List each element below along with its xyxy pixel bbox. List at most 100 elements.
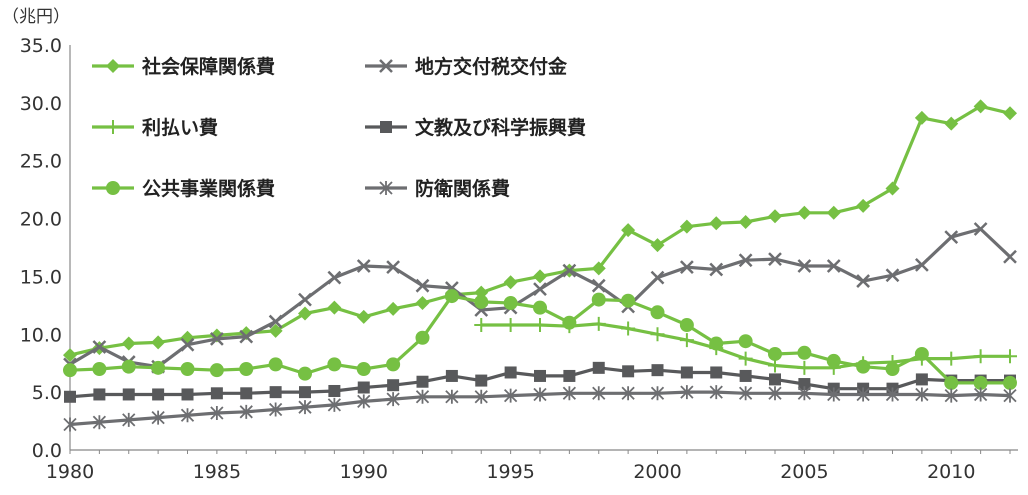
data-point <box>885 387 900 402</box>
unit-label: （兆円） <box>2 7 70 27</box>
data-point <box>386 301 401 316</box>
data-point <box>797 360 812 375</box>
legend-entry: 文教及び科学振興費 <box>365 116 586 139</box>
data-point <box>591 261 606 276</box>
data-point <box>121 359 136 374</box>
data-point <box>591 316 606 331</box>
data-point <box>856 274 871 288</box>
legend-marker <box>106 59 120 73</box>
data-point <box>152 388 165 401</box>
legend-marker <box>379 59 393 73</box>
x-axis: 1980 1985 1990 1995 2000 2005 2010 <box>46 449 1018 483</box>
data-point <box>503 318 518 333</box>
data-point <box>415 389 430 404</box>
data-point <box>298 306 312 321</box>
y-tick-label: 15.0 <box>20 266 62 288</box>
data-point <box>269 386 282 399</box>
data-point <box>973 387 988 402</box>
data-point <box>445 389 459 404</box>
data-point <box>973 375 988 390</box>
data-point <box>474 318 489 333</box>
data-point <box>298 400 312 415</box>
data-point <box>356 362 371 376</box>
data-point <box>885 268 900 283</box>
data-point <box>181 388 194 401</box>
legend-marker <box>380 121 392 133</box>
data-point <box>534 369 546 382</box>
x-tick-label: 2005 <box>780 461 828 483</box>
data-point <box>592 361 605 374</box>
series-4 <box>64 361 1016 403</box>
data-point <box>856 387 870 402</box>
legend-marker <box>106 181 120 195</box>
data-point <box>268 314 283 329</box>
data-point <box>328 384 341 397</box>
data-point <box>209 332 224 346</box>
data-point <box>738 351 753 366</box>
data-point <box>92 415 107 430</box>
data-point <box>709 216 724 231</box>
data-point <box>122 388 135 401</box>
data-point <box>915 387 929 402</box>
series-6 <box>63 385 1017 432</box>
data-point <box>268 402 283 417</box>
data-point <box>973 349 988 364</box>
data-point <box>562 386 577 401</box>
data-point <box>503 388 518 403</box>
data-point <box>151 335 166 350</box>
data-point <box>827 387 841 402</box>
data-point <box>944 351 959 366</box>
data-point <box>621 321 636 336</box>
data-point <box>621 386 635 401</box>
data-point <box>386 392 400 407</box>
y-tick-label: 20.0 <box>20 209 62 231</box>
data-point <box>180 362 195 376</box>
data-point <box>533 300 547 315</box>
data-point <box>298 292 312 307</box>
data-point <box>357 381 370 394</box>
x-tick-label: 2010 <box>927 461 975 483</box>
data-point <box>768 252 782 266</box>
data-point <box>679 318 694 333</box>
series-2 <box>63 222 1017 374</box>
data-point <box>92 340 107 354</box>
data-point <box>826 205 841 220</box>
y-tick-label: 25.0 <box>20 151 62 173</box>
data-point <box>769 373 781 386</box>
data-point <box>738 253 753 268</box>
data-point <box>562 315 577 330</box>
data-point <box>856 198 871 213</box>
data-point <box>474 389 488 404</box>
data-point <box>415 330 430 345</box>
data-point <box>503 296 518 311</box>
data-point <box>210 405 224 420</box>
data-point <box>122 412 136 427</box>
data-point <box>915 373 928 386</box>
data-point <box>327 300 342 315</box>
data-point <box>738 334 753 349</box>
data-point <box>797 345 812 360</box>
data-point <box>826 353 841 368</box>
data-point <box>298 366 312 381</box>
data-point <box>591 278 606 293</box>
data-point <box>1003 249 1017 264</box>
data-point <box>709 336 724 351</box>
data-point <box>356 309 371 324</box>
data-point <box>768 209 782 224</box>
legend-label: 利払い費 <box>142 116 218 139</box>
data-point <box>299 386 311 399</box>
data-point <box>240 387 253 400</box>
data-point <box>562 263 577 278</box>
y-tick-label: 0.0 <box>32 440 62 462</box>
data-point <box>650 270 665 285</box>
data-point <box>944 230 959 244</box>
data-point <box>709 385 723 400</box>
legend-label: 社会保障関係費 <box>141 55 275 78</box>
data-point <box>650 327 665 342</box>
data-point <box>327 357 342 372</box>
data-point <box>591 292 606 307</box>
legend-label: 地方交付税交付金 <box>415 55 568 78</box>
data-point <box>709 262 724 277</box>
data-point <box>738 215 753 230</box>
data-point <box>504 366 517 379</box>
